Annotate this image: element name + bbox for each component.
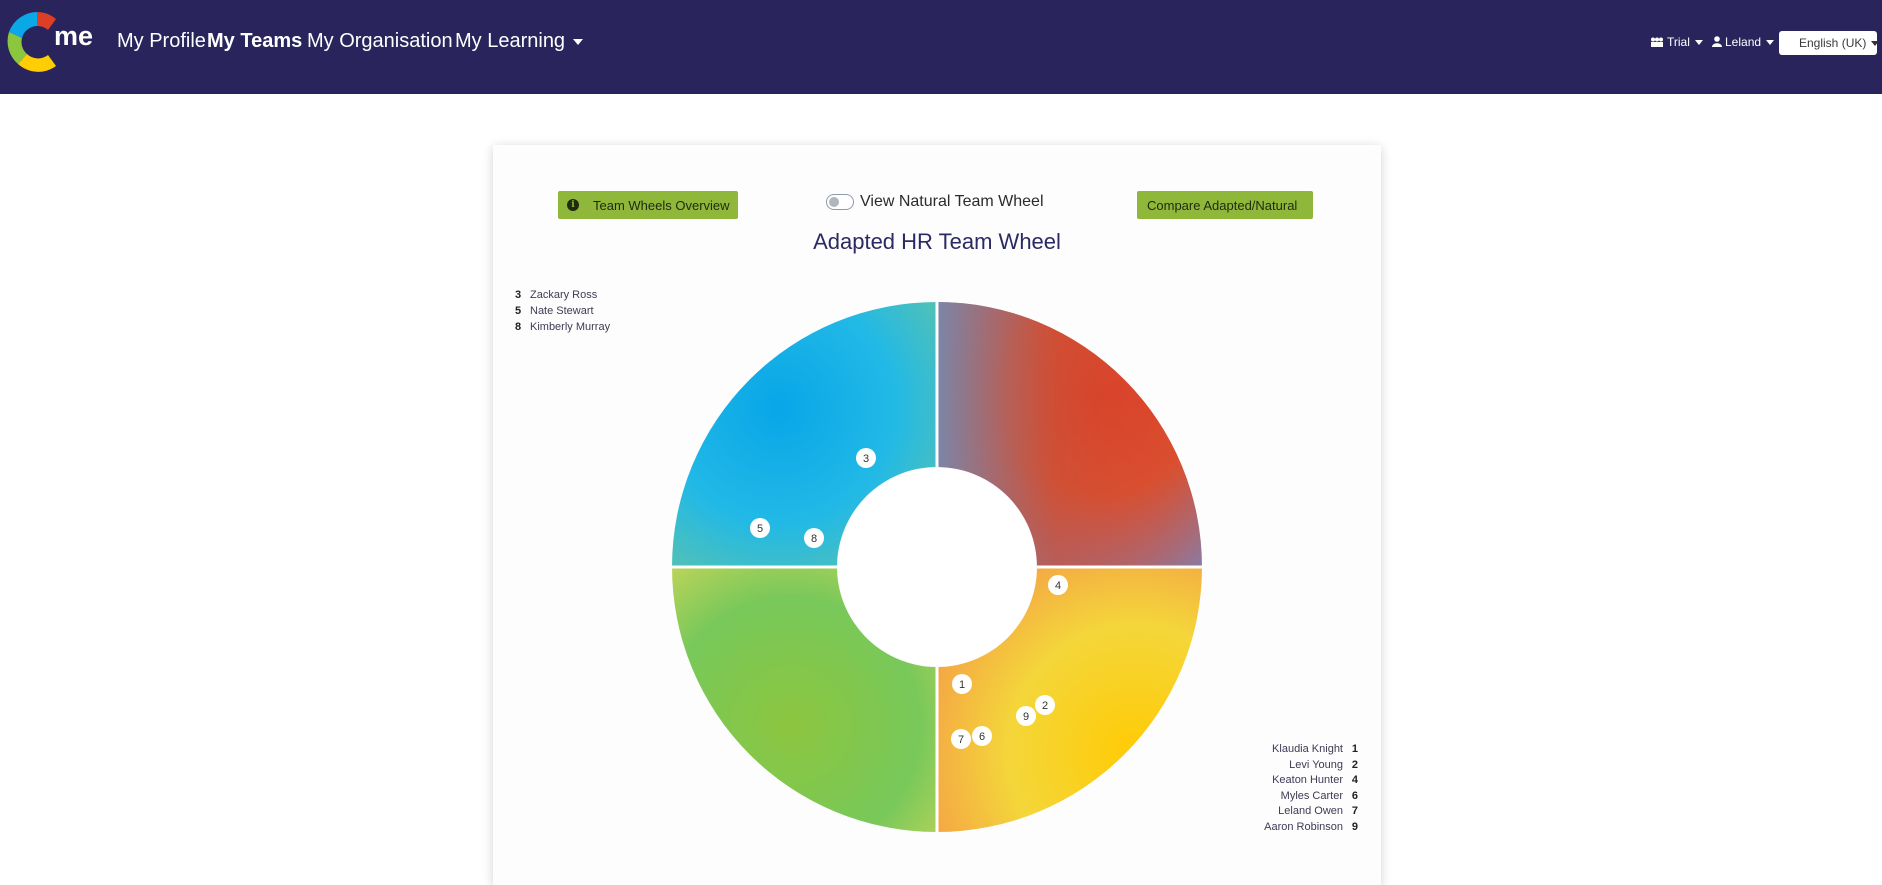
legend-number: 3 [515, 289, 522, 301]
member-marker-4[interactable]: 4 [1048, 575, 1068, 595]
legend-number: 4 [1351, 774, 1358, 787]
trial-dropdown[interactable]: Trial [1650, 35, 1703, 49]
wheel-segment-blue [672, 302, 937, 567]
nav-my-learning-label: My Learning [455, 30, 566, 52]
user-icon [1712, 36, 1722, 47]
legend-number: 5 [515, 305, 522, 317]
legend-bottom-right: Klaudia Knight 1 Levi Young 2 Keaton Hunte… [1240, 743, 1358, 837]
svg-text:7: 7 [958, 734, 964, 746]
natural-wheel-toggle[interactable]: View Natural Team Wheel [826, 193, 1044, 211]
member-marker-1[interactable]: 1 [952, 674, 972, 694]
toggle-knob [829, 197, 839, 207]
legend-name: Aaron Robinson [1264, 820, 1343, 833]
legend-number: 9 [1351, 820, 1358, 833]
chevron-down-icon [1766, 40, 1775, 46]
toggle-label: View Natural Team Wheel [860, 193, 1044, 210]
wheel-title: Adapted HR Team Wheel [813, 229, 1061, 254]
legend-number: 6 [1351, 789, 1358, 802]
member-marker-6[interactable]: 6 [972, 726, 992, 746]
team-wheels-overview-label: Team Wheels Overview [593, 197, 730, 213]
legend-top-left: 3 Zackary Ross 5 Nate Stewart 8 Kimberly Mu… [515, 289, 610, 337]
team-icon [1651, 37, 1663, 47]
legend-name: Myles Carter [1280, 789, 1343, 802]
nav-my-teams[interactable]: My Teams [207, 30, 303, 52]
legend-name: Klaudia Knight [1272, 743, 1343, 755]
team-wheels-overview-button[interactable]: i Team Wheels Overview [558, 191, 738, 219]
compare-adapted-natural-button[interactable]: Compare Adapted/Natural [1137, 191, 1313, 219]
legend-name: Zackary Ross [530, 289, 598, 301]
legend-name: Keaton Hunter [1272, 774, 1343, 787]
svg-text:2: 2 [1042, 700, 1048, 712]
top-navbar: me My Profile My Teams My Organisation M… [0, 0, 1882, 94]
svg-text:1: 1 [959, 679, 965, 691]
nav-my-learning-dropdown[interactable]: My Learning [455, 30, 584, 53]
legend-row: 3 Zackary Ross [515, 289, 610, 305]
language-select[interactable]: English (UK) [1779, 31, 1880, 55]
legend-number: 1 [1351, 743, 1358, 755]
legend-row: Keaton Hunter 4 [1240, 774, 1358, 790]
wheel-segment-yellow [937, 567, 1202, 832]
toggle-switch[interactable] [826, 194, 854, 210]
trial-label: Trial [1667, 35, 1690, 49]
wheel-segment-green [672, 567, 937, 832]
compare-label: Compare Adapted/Natural [1147, 197, 1298, 213]
svg-text:8: 8 [811, 533, 817, 545]
member-marker-2[interactable]: 2 [1035, 695, 1055, 715]
legend-row: Leland Owen 7 [1240, 805, 1358, 821]
info-icon: i [567, 199, 579, 211]
colour-wheel-logo[interactable]: me [4, 10, 96, 76]
legend-name: Levi Young [1289, 758, 1343, 771]
user-label: Leland [1725, 35, 1762, 49]
language-value: English (UK) [1799, 36, 1867, 50]
legend-row: Myles Carter 6 [1240, 790, 1358, 806]
chevron-down-icon [573, 38, 584, 45]
svg-text:4: 4 [1055, 580, 1061, 592]
logo-text: me [54, 21, 93, 51]
legend-row: Klaudia Knight 1 [1240, 743, 1358, 759]
legend-name: Nate Stewart [530, 305, 594, 317]
user-dropdown[interactable]: Leland [1712, 35, 1775, 49]
legend-name: Kimberly Murray [530, 321, 611, 333]
svg-text:6: 6 [979, 731, 985, 743]
chevron-down-icon [1871, 41, 1880, 47]
legend-number: 8 [515, 321, 522, 333]
legend-number: 2 [1351, 758, 1358, 771]
chevron-down-icon [1694, 40, 1703, 46]
member-marker-9[interactable]: 9 [1016, 706, 1036, 726]
legend-row: Levi Young 2 [1240, 759, 1358, 775]
legend-row: Aaron Robinson 9 [1240, 821, 1358, 837]
legend-number: 7 [1351, 805, 1358, 818]
svg-text:5: 5 [757, 523, 763, 535]
svg-text:9: 9 [1023, 711, 1029, 723]
svg-text:3: 3 [863, 453, 869, 465]
member-marker-3[interactable]: 3 [856, 448, 876, 468]
team-wheel: 3 5 8 4 1 2 9 6 7 [672, 302, 1202, 832]
member-marker-5[interactable]: 5 [750, 518, 770, 538]
legend-name: Leland Owen [1278, 805, 1343, 818]
nav-my-organisation[interactable]: My Organisation [307, 30, 453, 52]
legend-row: 8 Kimberly Murray [515, 321, 610, 337]
member-marker-7[interactable]: 7 [951, 729, 971, 749]
nav-my-profile[interactable]: My Profile [117, 30, 206, 52]
legend-row: 5 Nate Stewart [515, 305, 610, 321]
member-marker-8[interactable]: 8 [804, 528, 824, 548]
